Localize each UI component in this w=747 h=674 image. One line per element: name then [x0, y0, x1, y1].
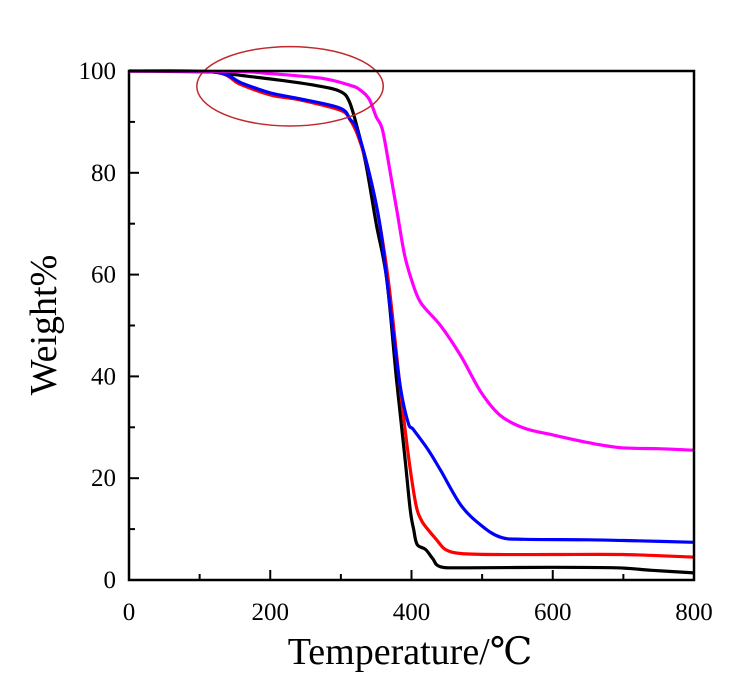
axes-group — [127, 69, 696, 582]
series-line-blue — [128, 69, 695, 544]
y-axis-title: Weight% — [23, 255, 65, 395]
y-tick-label: 100 — [79, 58, 117, 85]
x-tick-label: 600 — [534, 599, 572, 626]
x-tick-label: 800 — [675, 599, 713, 626]
y-tick-label: 20 — [91, 465, 116, 492]
curves-group — [128, 69, 695, 575]
series-line-red — [128, 69, 695, 559]
y-tick-label: 80 — [91, 160, 116, 187]
x-tick-label: 400 — [393, 599, 431, 626]
x-tick-label: 200 — [252, 599, 290, 626]
x-tick-label: 0 — [123, 599, 136, 626]
series-line-black — [128, 69, 695, 575]
highlight-ellipse — [196, 45, 384, 127]
y-tick-label: 40 — [91, 363, 116, 390]
plot-frame — [127, 69, 696, 582]
y-tick-label: 0 — [104, 567, 117, 594]
x-axis-title: Temperature/℃ — [288, 631, 533, 673]
series-line-magenta — [128, 69, 695, 452]
y-tick-label: 60 — [91, 262, 116, 289]
tick-labels-group: 0 200 400 600 800 0 20 40 60 80 100 — [79, 58, 713, 626]
